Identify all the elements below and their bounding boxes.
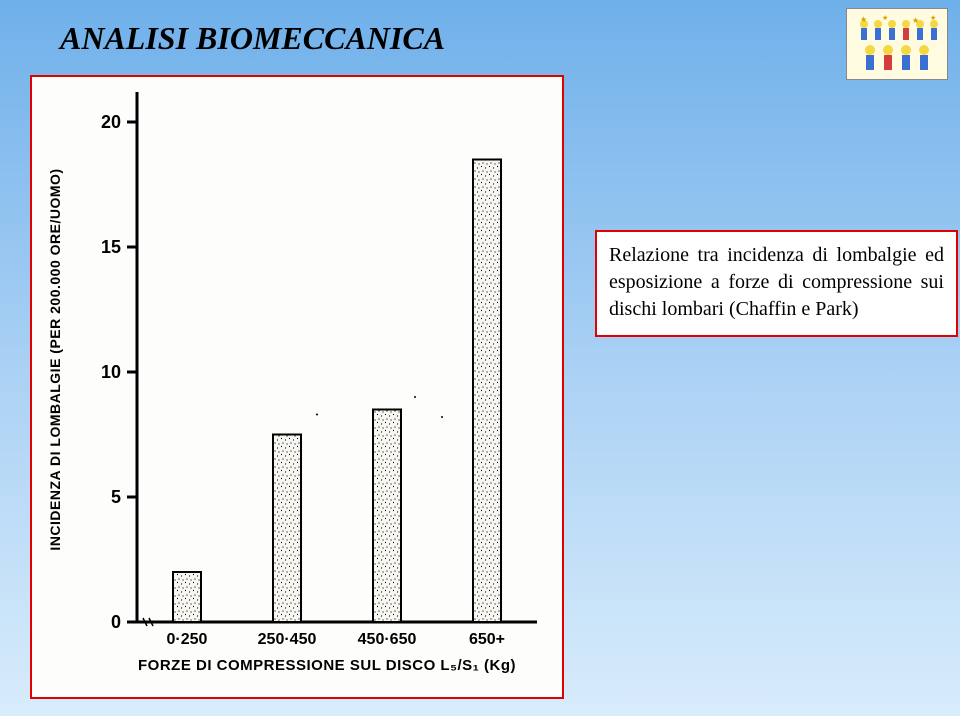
svg-text:650+: 650+ xyxy=(469,631,505,648)
svg-text:★: ★ xyxy=(882,14,888,22)
corner-illustration: ★ ★ ★ ★ xyxy=(846,8,948,80)
svg-text:450·650: 450·650 xyxy=(358,631,417,648)
page-title: ANALISI BIOMECCANICA xyxy=(60,20,445,57)
svg-text:0: 0 xyxy=(111,612,121,632)
svg-text:★: ★ xyxy=(860,15,867,24)
caption-box: Relazione tra incidenza di lombalgie ed … xyxy=(595,230,958,337)
bar-chart: 0 5 10 15 20 0·250 250·450 450·650 650+ FORZE DI … xyxy=(30,75,564,699)
caption-text: Relazione tra incidenza di lombalgie ed … xyxy=(609,244,944,320)
svg-text:FORZE DI COMPRESSIONE SUL DISC: FORZE DI COMPRESSIONE SUL DISCO L₅/S₁ (K… xyxy=(138,657,516,674)
svg-text:20: 20 xyxy=(101,112,121,132)
svg-text:250·450: 250·450 xyxy=(258,631,317,648)
svg-text:INCIDENZA DI LOMBALGIE (PER 20: INCIDENZA DI LOMBALGIE (PER 200.000 ORE/… xyxy=(47,168,63,550)
svg-text:5: 5 xyxy=(111,487,121,507)
svg-text:10: 10 xyxy=(101,362,121,382)
svg-text:★: ★ xyxy=(930,14,936,22)
svg-text:15: 15 xyxy=(101,237,121,257)
svg-text:★: ★ xyxy=(912,16,919,25)
svg-text:0·250: 0·250 xyxy=(167,631,208,648)
